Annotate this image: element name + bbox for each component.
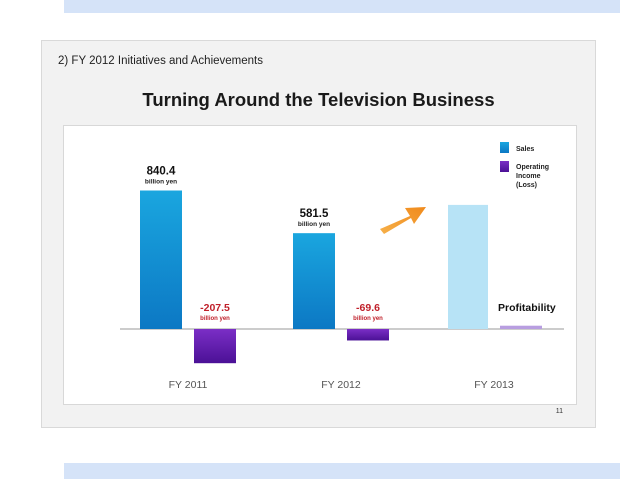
legend: Sales Operating Income (Loss) <box>500 142 551 189</box>
chart-panel: FY 2011 840.4 billion yen -207.5 billion yen… <box>63 125 577 405</box>
sales-value-label-1: 840.4 <box>147 166 176 178</box>
operating-value-label-1: -207.5 <box>200 302 230 314</box>
legend-label-sales: Sales <box>516 146 534 153</box>
profitability-label: Profitability <box>498 302 556 314</box>
category-label-2: FY 2012 <box>321 379 361 391</box>
sales-unit-label-2: billion yen <box>298 221 330 228</box>
forecast-operating-bar <box>500 325 542 329</box>
page-number: 11 <box>555 408 563 415</box>
operating-unit-label-2: billion yen <box>353 316 383 322</box>
top-band <box>64 0 620 13</box>
category-label-1: FY 2011 <box>169 379 208 391</box>
operating-unit-label-1: billion yen <box>200 316 230 322</box>
operating-bar-2 <box>347 329 389 341</box>
sales-value-label-2: 581.5 <box>300 208 329 220</box>
category-label-3: FY 2013 <box>474 379 514 391</box>
operating-value-label-2: -69.6 <box>356 302 380 314</box>
sales-bar-2 <box>293 233 335 329</box>
sales-unit-label-1: billion yen <box>145 179 177 186</box>
slide-title: Turning Around the Television Business <box>142 89 495 110</box>
bottom-band <box>64 463 620 479</box>
legend-swatch-sales <box>500 142 509 153</box>
slide: 2) FY 2012 Initiatives and Achievements … <box>41 40 596 428</box>
sales-bar-1 <box>140 190 182 329</box>
slide-heading: 2) FY 2012 Initiatives and Achievements <box>58 55 263 67</box>
legend-label-operating: Operating Income (Loss) <box>516 164 551 189</box>
operating-bar-1 <box>194 329 236 364</box>
upward-arrow-graphic <box>380 207 426 234</box>
legend-swatch-operating <box>500 161 509 172</box>
forecast-sales-bar <box>448 204 488 329</box>
